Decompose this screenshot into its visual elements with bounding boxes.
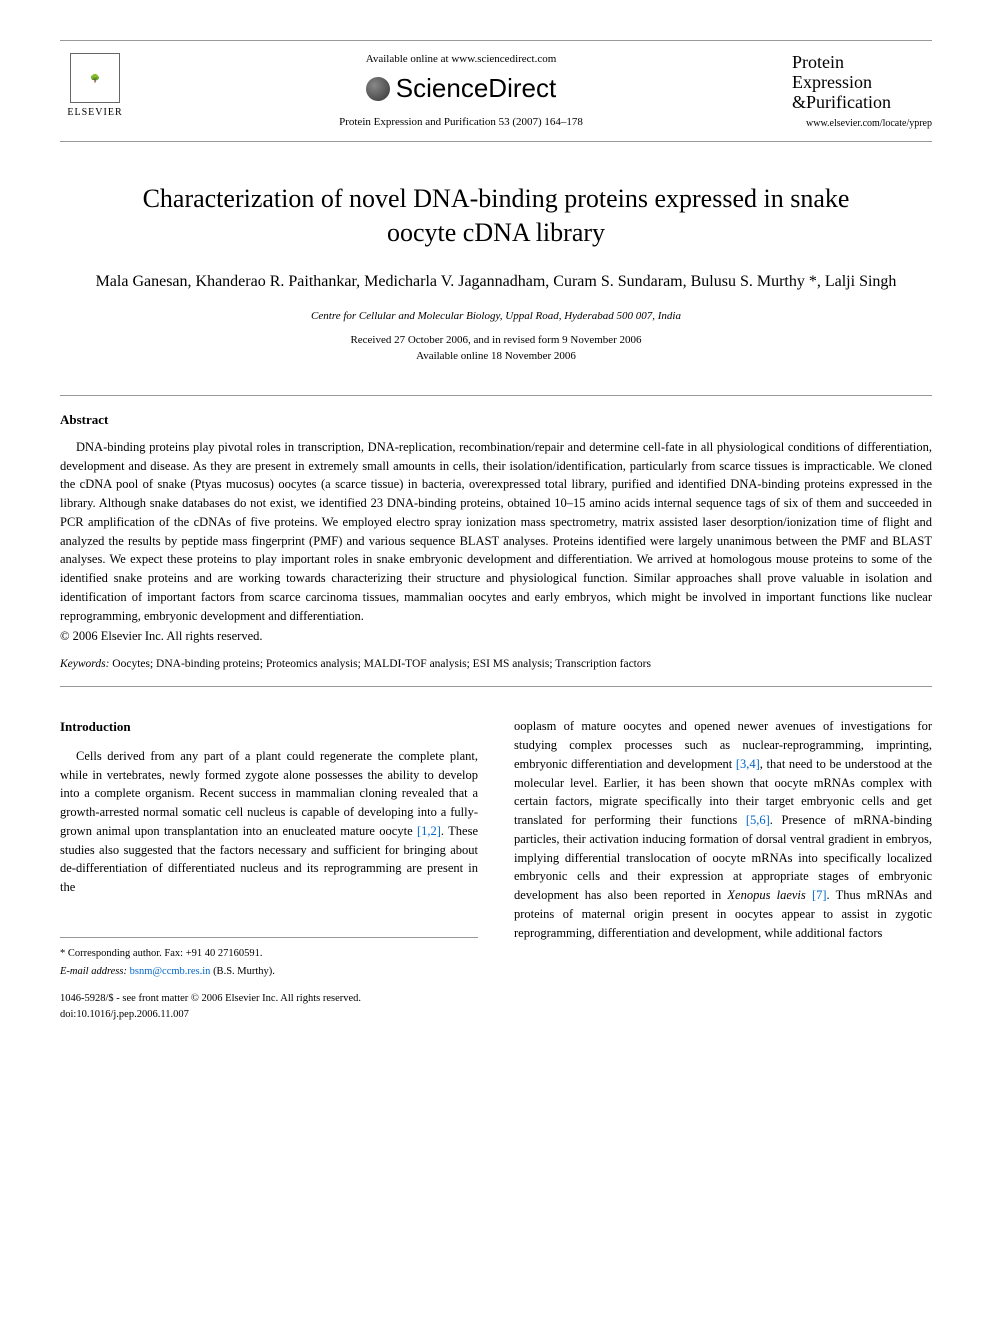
journal-name-line2: Expression xyxy=(792,73,932,93)
species-name: Xenopus laevis xyxy=(727,888,805,902)
citation: Protein Expression and Purification 53 (… xyxy=(150,116,772,128)
reference-link[interactable]: [1,2] xyxy=(417,824,441,838)
reference-link[interactable]: [7] xyxy=(812,888,827,902)
journal-title-block: Protein Expression &Purification www.els… xyxy=(792,53,932,129)
email-label: E-mail address: xyxy=(60,966,127,977)
authors-list: Mala Ganesan, Khanderao R. Paithankar, M… xyxy=(60,270,932,294)
sciencedirect-icon xyxy=(366,77,390,101)
left-column: Introduction Cells derived from any part… xyxy=(60,717,478,1023)
corresponding-author-block: * Corresponding author. Fax: +91 40 2716… xyxy=(60,937,478,1023)
received-date: Received 27 October 2006, and in revised… xyxy=(60,332,932,349)
abstract-heading: Abstract xyxy=(60,412,932,428)
body-columns: Introduction Cells derived from any part… xyxy=(60,717,932,1023)
reference-link[interactable]: [5,6] xyxy=(746,813,770,827)
journal-header: 🌳 ELSEVIER Available online at www.scien… xyxy=(60,40,932,142)
abstract-text: DNA-binding proteins play pivotal roles … xyxy=(60,438,932,626)
right-column: ooplasm of mature oocytes and opened new… xyxy=(514,717,932,1023)
keywords-text: Oocytes; DNA-binding proteins; Proteomic… xyxy=(109,658,651,670)
email-link[interactable]: bsnm@ccmb.res.in xyxy=(127,966,213,977)
doi: doi:10.1016/j.pep.2006.11.007 xyxy=(60,1007,478,1023)
available-online-text: Available online at www.sciencedirect.co… xyxy=(150,53,772,65)
platform-logo: ScienceDirect xyxy=(150,73,772,104)
introduction-heading: Introduction xyxy=(60,717,478,737)
publisher-name: ELSEVIER xyxy=(60,107,130,118)
article-title: Characterization of novel DNA-binding pr… xyxy=(120,182,872,250)
abstract-copyright: © 2006 Elsevier Inc. All rights reserved… xyxy=(60,629,932,644)
header-center: Available online at www.sciencedirect.co… xyxy=(130,53,792,128)
platform-name: ScienceDirect xyxy=(396,73,556,104)
journal-name-line1: Protein xyxy=(792,53,932,73)
intro-paragraph-right: ooplasm of mature oocytes and opened new… xyxy=(514,717,932,942)
reference-link[interactable]: [3,4] xyxy=(736,757,760,771)
copyright-footer: 1046-5928/$ - see front matter © 2006 El… xyxy=(60,991,478,1007)
available-date: Available online 18 November 2006 xyxy=(60,348,932,365)
divider xyxy=(60,686,932,687)
divider xyxy=(60,395,932,396)
journal-name-line3: &Purification xyxy=(792,93,932,113)
affiliation: Centre for Cellular and Molecular Biolog… xyxy=(60,310,932,322)
intro-text: Cells derived from any part of a plant c… xyxy=(60,749,478,838)
email-attribution: (B.S. Murthy). xyxy=(213,966,275,977)
publisher-logo: 🌳 ELSEVIER xyxy=(60,53,130,118)
elsevier-tree-icon: 🌳 xyxy=(70,53,120,103)
journal-url: www.elsevier.com/locate/yprep xyxy=(792,118,932,129)
keywords-line: Keywords: Oocytes; DNA-binding proteins;… xyxy=(60,658,932,670)
keywords-label: Keywords: xyxy=(60,658,109,670)
email-line: E-mail address: bsnm@ccmb.res.in (B.S. M… xyxy=(60,964,478,980)
publication-dates: Received 27 October 2006, and in revised… xyxy=(60,332,932,365)
corresponding-author: * Corresponding author. Fax: +91 40 2716… xyxy=(60,946,478,962)
intro-paragraph-left: Cells derived from any part of a plant c… xyxy=(60,747,478,897)
